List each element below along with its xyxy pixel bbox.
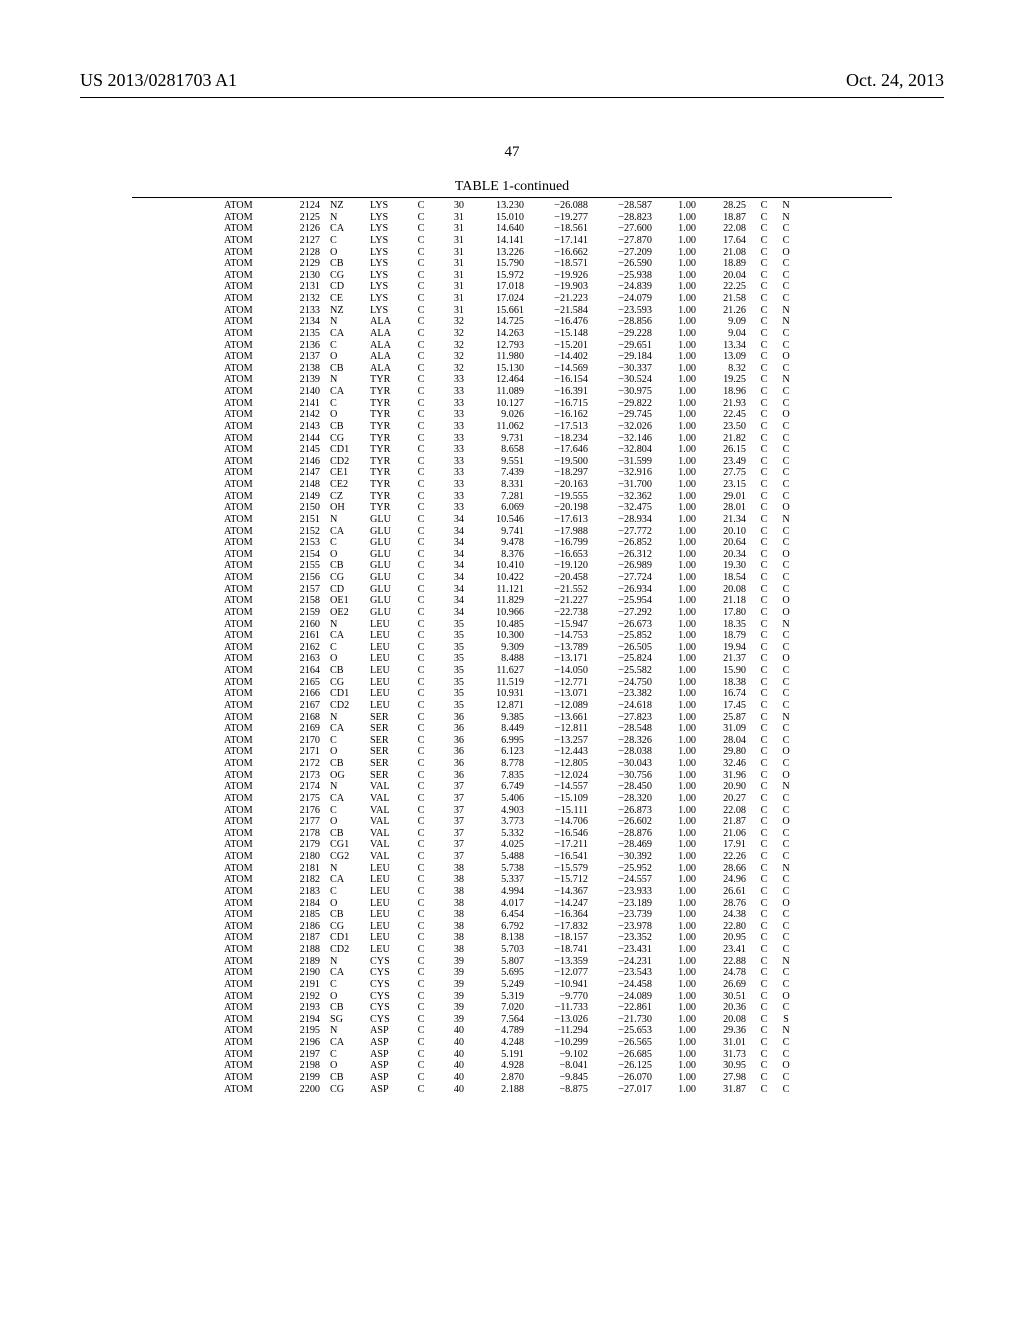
table-row: ATOM2131CDLYSC3117.018−19.903−24.8391.00… [224,281,800,293]
table-row: ATOM2134NALAC3214.725−16.476−28.8561.009… [224,316,800,328]
table-row: ATOM2135CAALAC3214.263−15.148−29.2281.00… [224,328,800,340]
table-row: ATOM2181NLEUC385.738−15.579−25.9521.0028… [224,863,800,875]
table-row: ATOM2172CBSERC368.778−12.805−30.0431.003… [224,758,800,770]
table-row: ATOM2186CGLEUC386.792−17.832−23.9781.002… [224,921,800,933]
table-row: ATOM2177OVALC373.773−14.706−26.6021.0021… [224,816,800,828]
header-rule [80,97,944,98]
table-row: ATOM2192OCYSC395.319−9.770−24.0891.0030.… [224,991,800,1003]
table-row: ATOM2169CASERC368.449−12.811−28.5481.003… [224,723,800,735]
table-row: ATOM2145CD1TYRC338.658−17.646−32.8041.00… [224,444,800,456]
patent-id: US 2013/0281703 A1 [80,70,237,91]
table-row: ATOM2140CATYRC3311.089−16.391−30.9751.00… [224,386,800,398]
table-row: ATOM2158OE1GLUC3411.829−21.227−25.9541.0… [224,595,800,607]
table-top-rule [132,197,892,198]
table-row: ATOM2143CBTYRC3311.062−17.513−32.0261.00… [224,421,800,433]
table-row: ATOM2125NLYSC3115.010−19.277−28.8231.001… [224,212,800,224]
table-row: ATOM2160NLEUC3510.485−15.947−26.6731.001… [224,619,800,631]
table-row: ATOM2153CGLUC349.478−16.799−26.8521.0020… [224,537,800,549]
table-row: ATOM2170CSERC366.995−13.257−28.3261.0028… [224,735,800,747]
table-row: ATOM2180CG2VALC375.488−16.541−30.3921.00… [224,851,800,863]
table-row: ATOM2198OASPC404.928−8.041−26.1251.0030.… [224,1060,800,1072]
table-row: ATOM2133NZLYSC3115.661−21.584−23.5931.00… [224,305,800,317]
table-row: ATOM2195NASPC404.789−11.294−25.6531.0029… [224,1025,800,1037]
table-row: ATOM2189NCYSC395.807−13.359−24.2311.0022… [224,956,800,968]
table-row: ATOM2136CALAC3212.793−15.201−29.6511.001… [224,340,800,352]
table-row: ATOM2171OSERC366.123−12.443−28.0381.0029… [224,746,800,758]
table-row: ATOM2183CLEUC384.994−14.367−23.9331.0026… [224,886,800,898]
table-row: ATOM2132CELYSC3117.024−21.223−24.0791.00… [224,293,800,305]
table-row: ATOM2156CGGLUC3410.422−20.458−27.7241.00… [224,572,800,584]
table-row: ATOM2194SGCYSC397.564−13.026−21.7301.002… [224,1014,800,1026]
table-row: ATOM2152CAGLUC349.741−17.988−27.7721.002… [224,526,800,538]
table-row: ATOM2165CGLEUC3511.519−12.771−24.7501.00… [224,677,800,689]
table-row: ATOM2191CCYSC395.249−10.941−24.4581.0026… [224,979,800,991]
table-row: ATOM2164CBLEUC3511.627−14.050−25.5821.00… [224,665,800,677]
table-row: ATOM2141CTYRC3310.127−16.715−29.8221.002… [224,398,800,410]
table-row: ATOM2185CBLEUC386.454−16.364−23.7391.002… [224,909,800,921]
table-row: ATOM2166CD1LEUC3510.931−13.071−23.3821.0… [224,688,800,700]
table-row: ATOM2184OLEUC384.017−14.247−23.1891.0028… [224,898,800,910]
table-row: ATOM2124NZLYSC3013.230−26.088−28.5871.00… [224,200,800,212]
table-row: ATOM2193CBCYSC397.020−11.733−22.8611.002… [224,1002,800,1014]
table-row: ATOM2147CE1TYRC337.439−18.297−32.9161.00… [224,467,800,479]
table-row: ATOM2174NVALC376.749−14.557−28.4501.0020… [224,781,800,793]
table-row: ATOM2144CGTYRC339.731−18.234−32.1461.002… [224,433,800,445]
table-row: ATOM2139NTYRC3312.464−16.154−30.5241.001… [224,374,800,386]
table-row: ATOM2199CBASPC402.870−9.845−26.0701.0027… [224,1072,800,1084]
page-number: 47 [80,144,944,161]
table-row: ATOM2179CG1VALC374.025−17.211−28.4691.00… [224,839,800,851]
table-row: ATOM2163OLEUC358.488−13.171−25.8241.0021… [224,653,800,665]
table-row: ATOM2126CALYSC3114.640−18.561−27.6001.00… [224,223,800,235]
table-row: ATOM2155CBGLUC3410.410−19.120−26.9891.00… [224,560,800,572]
table-row: ATOM2175CAVALC375.406−15.109−28.3201.002… [224,793,800,805]
table-row: ATOM2151NGLUC3410.546−17.613−28.9341.002… [224,514,800,526]
table-row: ATOM2168NSERC369.385−13.661−27.8231.0025… [224,712,800,724]
table-row: ATOM2128OLYSC3113.226−16.662−27.2091.002… [224,247,800,259]
table-caption: TABLE 1-continued [80,179,944,195]
table-row: ATOM2130CGLYSC3115.972−19.926−25.9381.00… [224,270,800,282]
table-row: ATOM2200CGASPC402.188−8.875−27.0171.0031… [224,1084,800,1096]
table-row: ATOM2129CBLYSC3115.790−18.571−26.5901.00… [224,258,800,270]
table-row: ATOM2142OTYRC339.026−16.162−29.7451.0022… [224,409,800,421]
table-row: ATOM2182CALEUC385.337−15.712−24.5571.002… [224,874,800,886]
table-row: ATOM2190CACYSC395.695−12.077−23.5431.002… [224,967,800,979]
table-row: ATOM2167CD2LEUC3512.871−12.089−24.6181.0… [224,700,800,712]
table-row: ATOM2176CVALC374.903−15.111−26.8731.0022… [224,805,800,817]
table-row: ATOM2196CAASPC404.248−10.299−26.5651.003… [224,1037,800,1049]
table-row: ATOM2127CLYSC3114.141−17.141−27.8701.001… [224,235,800,247]
atom-table: ATOM2124NZLYSC3013.230−26.088−28.5871.00… [224,200,800,1095]
table-row: ATOM2137OALAC3211.980−14.402−29.1841.001… [224,351,800,363]
table-row: ATOM2154OGLUC348.376−16.653−26.3121.0020… [224,549,800,561]
table-row: ATOM2159OE2GLUC3410.966−22.738−27.2921.0… [224,607,800,619]
table-row: ATOM2157CDGLUC3411.121−21.552−26.9341.00… [224,584,800,596]
table-row: ATOM2178CBVALC375.332−16.546−28.8761.002… [224,828,800,840]
table-row: ATOM2161CALEUC3510.300−14.753−25.8521.00… [224,630,800,642]
table-row: ATOM2162CLEUC359.309−13.789−26.5051.0019… [224,642,800,654]
table-row: ATOM2138CBALAC3215.130−14.569−30.3371.00… [224,363,800,375]
table-row: ATOM2188CD2LEUC385.703−18.741−23.4311.00… [224,944,800,956]
table-row: ATOM2149CZTYRC337.281−19.555−32.3621.002… [224,491,800,503]
patent-date: Oct. 24, 2013 [846,70,944,91]
table-row: ATOM2146CD2TYRC339.551−19.500−31.5991.00… [224,456,800,468]
table-row: ATOM2148CE2TYRC338.331−20.163−31.7001.00… [224,479,800,491]
table-row: ATOM2150OHTYRC336.069−20.198−32.4751.002… [224,502,800,514]
table-row: ATOM2197CASPC405.191−9.102−26.6851.0031.… [224,1049,800,1061]
table-row: ATOM2187CD1LEUC388.138−18.157−23.3521.00… [224,932,800,944]
table-row: ATOM2173OGSERC367.835−12.024−30.7561.003… [224,770,800,782]
